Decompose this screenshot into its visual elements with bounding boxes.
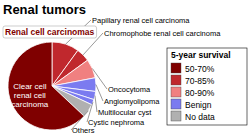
legend-frame (167, 48, 247, 125)
legend-title: 5-year survival (171, 50, 231, 60)
legend-swatch (171, 87, 181, 97)
leader-line (95, 96, 97, 112)
annotation-text: Renal cell carcinomas (5, 27, 95, 37)
slice-label: Cystic nephroma (88, 118, 145, 127)
title: Renal tumors (3, 2, 86, 17)
legend-label: 50-70% (185, 64, 215, 74)
legend-label: No data (185, 112, 215, 122)
slice-label: Papillary renal cell carcinoma (92, 16, 190, 25)
leader-line (92, 69, 107, 89)
annotation: Renal cell carcinomas (3, 26, 97, 38)
legend-label: Benign (185, 100, 212, 110)
legend-label: 70-85% (185, 76, 215, 86)
legend-swatch (171, 63, 181, 73)
slice-label: Clear cellrenal cellcarcinoma (11, 82, 48, 109)
legend-swatch (171, 75, 181, 85)
slice-label: Chromophobe renal cell carcinoma (104, 29, 221, 38)
annotation-box (3, 26, 97, 38)
legend-label: 80-90% (185, 88, 215, 98)
legend-swatch (171, 99, 181, 109)
pie-slice (8, 42, 84, 130)
pie (8, 42, 96, 130)
legend: 5-year survival 50-70% 70-85% 80-90% Benign N… (167, 48, 247, 125)
chart: Renal tumors Papillary renal cell carcino… (0, 0, 250, 134)
slice-label: Angiomyolipoma (104, 97, 160, 106)
slice-label: Oncocytoma (108, 85, 151, 94)
slice-label: Others (72, 126, 95, 134)
legend-swatch (171, 111, 181, 121)
slice-label: Multilocular cyst (98, 108, 152, 117)
leader-line (96, 85, 103, 101)
